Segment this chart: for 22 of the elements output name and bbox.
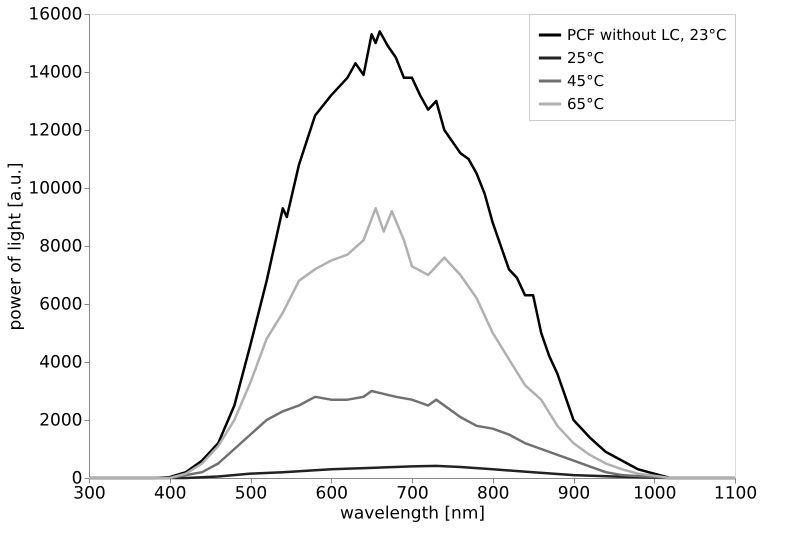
y-tick-label: 12000 xyxy=(28,120,82,140)
x-tick-label: 600 xyxy=(316,484,348,504)
x-tick-label: 900 xyxy=(558,484,590,504)
x-tick-label: 800 xyxy=(477,484,510,504)
legend-label: PCF without LC, 23°C xyxy=(567,26,726,44)
x-tick-label: 1100 xyxy=(714,484,758,504)
x-tick-label: 500 xyxy=(234,484,268,504)
legend-label: 25°C xyxy=(567,49,604,67)
y-tick-label: 16000 xyxy=(28,4,82,24)
y-tick-label: 4000 xyxy=(39,352,82,372)
x-tick-label: 1000 xyxy=(633,484,676,504)
x-tick-label: 400 xyxy=(154,484,186,504)
legend-label: 45°C xyxy=(567,72,604,90)
y-axis-title: power of light [a.u.] xyxy=(5,162,26,331)
y-tick-label: 14000 xyxy=(28,62,82,82)
legend-label: 65°C xyxy=(567,95,604,113)
y-tick-label: 6000 xyxy=(39,294,82,314)
y-tick-label: 8000 xyxy=(39,236,82,256)
x-tick-label: 700 xyxy=(396,484,429,504)
x-axis-title: wavelength [nm] xyxy=(340,504,486,524)
y-tick-label: 2000 xyxy=(39,410,82,430)
y-tick-label: 10000 xyxy=(28,178,82,198)
